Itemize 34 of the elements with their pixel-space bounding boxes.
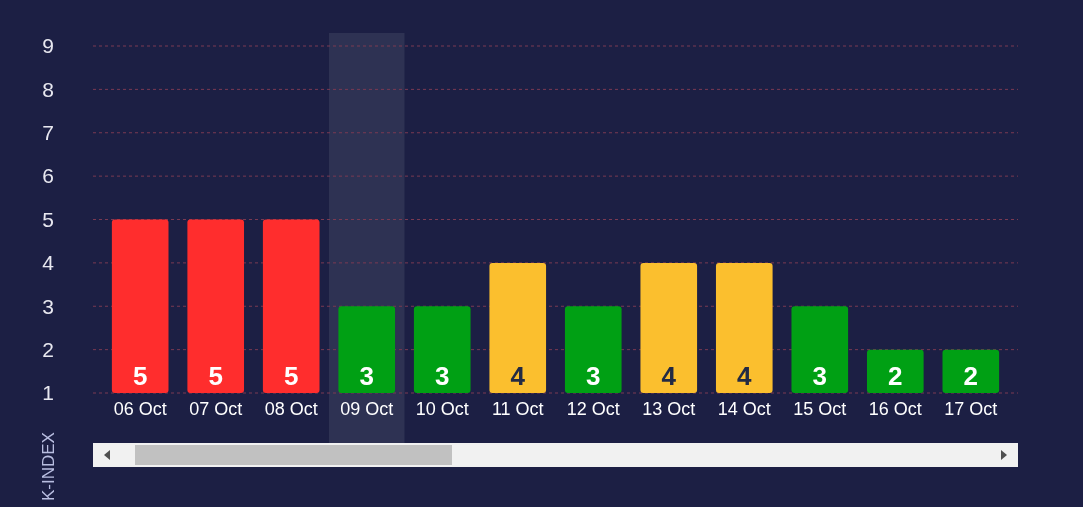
x-tick-label: 16 Oct bbox=[868, 399, 922, 419]
data-label: 3 bbox=[586, 361, 601, 391]
data-label: 2 bbox=[963, 361, 979, 391]
data-label: 5 bbox=[208, 361, 223, 391]
y-tick-label: 9 bbox=[42, 34, 54, 58]
data-label: 2 bbox=[888, 361, 903, 391]
data-label: 4 bbox=[661, 361, 677, 391]
y-tick-label: 5 bbox=[42, 207, 54, 231]
x-tick-label: 08 Oct bbox=[264, 399, 318, 419]
y-tick-label: 8 bbox=[42, 77, 54, 101]
x-tick-label: 06 Oct bbox=[113, 399, 167, 419]
data-label: 3 bbox=[435, 361, 450, 391]
y-tick-label: 7 bbox=[42, 121, 54, 145]
data-label: 3 bbox=[812, 361, 828, 391]
data-label: 5 bbox=[283, 361, 299, 391]
data-label: 3 bbox=[359, 361, 374, 391]
y-tick-label: 6 bbox=[42, 164, 54, 188]
y-tick-label: 2 bbox=[42, 337, 54, 361]
x-tick-label: 10 Oct bbox=[415, 399, 469, 419]
data-label: 4 bbox=[510, 361, 526, 391]
x-tick-label: 13 Oct bbox=[642, 399, 696, 419]
x-tick-label: 09 Oct bbox=[340, 399, 394, 419]
x-tick-label: 11 Oct bbox=[491, 399, 544, 419]
y-axis-title: K-INDEX bbox=[39, 432, 58, 501]
x-tick-label: 14 Oct bbox=[717, 399, 771, 419]
data-label: 5 bbox=[132, 361, 148, 391]
x-tick-label: 07 Oct bbox=[189, 399, 243, 419]
y-tick-label: 3 bbox=[42, 294, 54, 318]
x-tick-label: 15 Oct bbox=[793, 399, 847, 419]
y-tick-label: 4 bbox=[42, 251, 55, 275]
y-tick-label: 1 bbox=[42, 381, 54, 405]
x-tick-label: 12 Oct bbox=[566, 399, 620, 419]
data-label: 4 bbox=[737, 361, 753, 391]
x-tick-label: 17 Oct bbox=[944, 399, 998, 419]
